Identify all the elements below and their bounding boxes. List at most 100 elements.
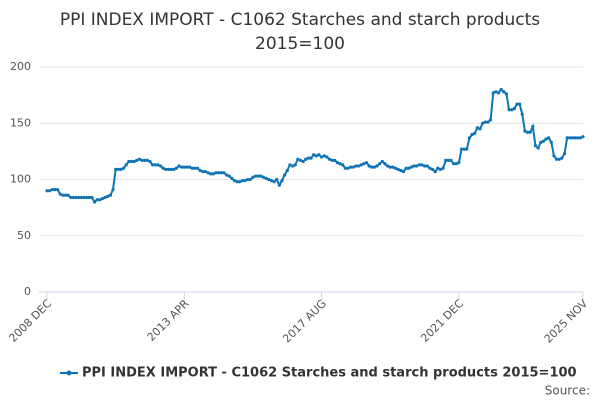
data-point	[325, 155, 329, 159]
data-point	[69, 195, 73, 200]
data-point	[343, 166, 347, 170]
data-point	[238, 180, 242, 184]
data-point	[351, 165, 355, 169]
data-point	[248, 177, 252, 182]
data-point	[502, 90, 506, 94]
data-point	[433, 170, 437, 174]
data-point	[499, 87, 503, 92]
data-point	[528, 130, 532, 134]
data-point	[209, 172, 213, 176]
data-point	[525, 130, 530, 134]
data-point	[63, 193, 68, 197]
data-point	[153, 163, 157, 167]
data-point	[240, 179, 244, 183]
data-point	[428, 166, 432, 170]
data-point	[436, 166, 440, 170]
data-point	[143, 158, 147, 162]
data-point	[48, 189, 52, 193]
data-point	[201, 170, 205, 174]
data-point	[137, 157, 142, 161]
data-point	[61, 193, 65, 197]
data-point	[121, 166, 126, 170]
data-point	[267, 177, 271, 182]
data-point	[470, 132, 474, 137]
data-point	[309, 156, 313, 160]
data-point	[430, 167, 435, 171]
data-point	[190, 166, 194, 170]
data-point	[82, 195, 86, 200]
data-point	[557, 157, 561, 161]
data-point	[452, 162, 456, 166]
data-point	[467, 136, 472, 140]
data-point	[261, 175, 266, 179]
y-tick-label: 150	[10, 116, 31, 129]
data-point	[206, 171, 210, 175]
data-point	[103, 195, 107, 200]
data-point	[333, 158, 337, 162]
data-point	[547, 136, 551, 140]
data-point	[283, 173, 287, 177]
data-point	[322, 154, 326, 158]
data-point	[182, 165, 186, 169]
data-point	[129, 159, 134, 164]
data-point	[578, 136, 582, 140]
data-point	[264, 176, 268, 180]
data-point	[259, 174, 263, 178]
data-point	[380, 159, 384, 164]
data-point	[523, 129, 527, 133]
data-point	[486, 120, 490, 124]
data-point	[151, 163, 155, 167]
data-point	[280, 179, 284, 183]
data-point	[298, 158, 303, 162]
data-point	[441, 166, 445, 170]
data-point	[269, 179, 274, 183]
data-point	[335, 161, 340, 165]
data-point	[193, 166, 197, 170]
data-point	[386, 164, 390, 168]
data-point	[203, 170, 208, 174]
data-point	[364, 161, 369, 165]
data-point	[158, 164, 163, 168]
data-point	[536, 146, 540, 150]
y-tick-label: 50	[17, 229, 31, 242]
data-point	[552, 154, 556, 158]
data-point	[79, 195, 83, 200]
data-point	[288, 163, 292, 167]
x-tick-label: 2017 AUG	[280, 297, 329, 346]
data-point	[518, 102, 522, 106]
data-point	[383, 162, 387, 166]
data-point	[338, 162, 342, 166]
data-point	[127, 159, 131, 164]
data-point	[438, 167, 443, 171]
data-point	[478, 127, 482, 131]
data-point	[74, 195, 78, 200]
data-point	[504, 92, 509, 96]
data-point	[462, 147, 466, 151]
data-point	[77, 195, 81, 200]
data-point	[222, 171, 226, 175]
data-point	[95, 198, 99, 202]
data-point	[304, 157, 308, 161]
data-point	[562, 152, 567, 156]
data-point	[119, 167, 123, 171]
data-point	[393, 166, 398, 170]
data-point	[290, 164, 295, 168]
data-point	[92, 200, 97, 204]
data-point	[512, 107, 516, 111]
x-tick-label: 2025 NOV	[542, 297, 591, 346]
data-point	[412, 164, 416, 168]
data-point	[475, 126, 479, 130]
data-point	[227, 174, 231, 178]
data-point	[349, 165, 353, 169]
data-point	[277, 183, 281, 187]
data-point	[488, 118, 493, 122]
data-point	[164, 167, 168, 171]
data-point	[375, 164, 379, 168]
data-point	[496, 91, 501, 95]
data-point	[211, 172, 215, 176]
data-point	[581, 135, 585, 139]
data-point	[156, 163, 160, 167]
data-point	[320, 155, 324, 159]
data-point	[494, 90, 498, 94]
